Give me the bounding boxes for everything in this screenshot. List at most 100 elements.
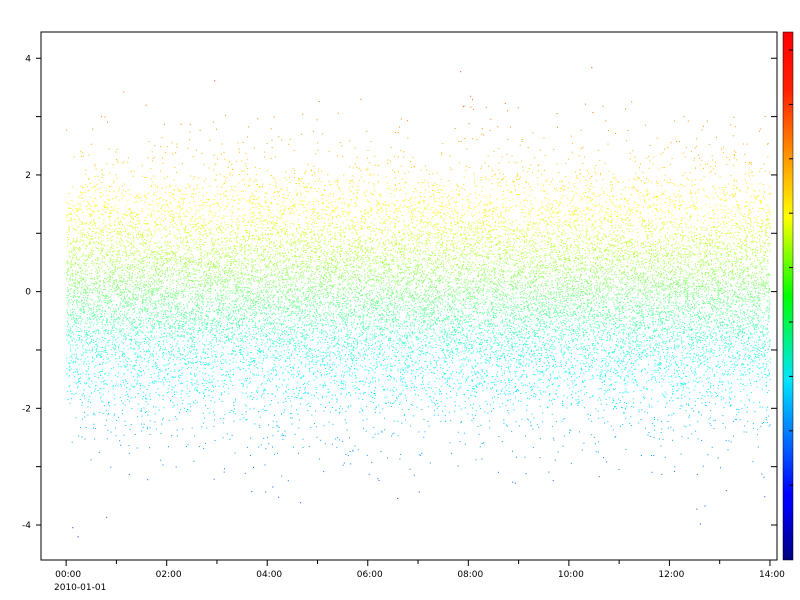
data-point bbox=[201, 259, 202, 260]
data-point bbox=[71, 274, 72, 275]
data-point bbox=[159, 272, 160, 273]
data-point bbox=[177, 316, 178, 317]
data-point bbox=[72, 332, 73, 333]
data-point bbox=[184, 335, 185, 336]
data-point bbox=[193, 156, 194, 157]
data-point bbox=[149, 262, 150, 263]
data-point bbox=[205, 323, 206, 324]
data-point bbox=[109, 405, 110, 406]
data-point bbox=[207, 353, 208, 354]
data-point bbox=[166, 335, 167, 336]
data-point bbox=[225, 286, 226, 287]
data-point bbox=[96, 344, 97, 345]
data-point bbox=[68, 207, 69, 208]
data-point bbox=[211, 221, 212, 222]
data-point bbox=[194, 189, 195, 190]
data-point bbox=[200, 330, 201, 331]
data-point bbox=[97, 311, 98, 312]
data-point bbox=[94, 315, 95, 316]
data-point bbox=[95, 190, 96, 191]
data-point bbox=[70, 296, 71, 297]
data-point bbox=[146, 177, 147, 178]
data-point bbox=[167, 210, 168, 211]
data-point bbox=[136, 297, 137, 298]
data-point bbox=[74, 250, 75, 251]
data-point bbox=[88, 191, 89, 192]
data-point bbox=[119, 228, 120, 229]
data-point bbox=[67, 303, 68, 304]
data-point bbox=[151, 299, 152, 300]
data-point bbox=[181, 124, 182, 125]
data-point bbox=[167, 374, 168, 375]
data-point bbox=[150, 286, 151, 287]
data-point bbox=[179, 272, 180, 273]
data-point bbox=[164, 298, 165, 299]
data-point bbox=[184, 345, 185, 346]
data-point bbox=[220, 418, 221, 419]
data-point bbox=[108, 303, 109, 304]
data-point bbox=[212, 310, 213, 311]
data-point bbox=[168, 316, 169, 317]
data-point bbox=[141, 211, 142, 212]
data-point bbox=[178, 349, 179, 350]
data-point bbox=[193, 310, 194, 311]
data-point bbox=[84, 279, 85, 280]
data-point bbox=[208, 290, 209, 291]
data-point bbox=[67, 322, 68, 323]
data-point bbox=[140, 330, 141, 331]
data-point bbox=[167, 288, 168, 289]
data-point bbox=[116, 332, 117, 333]
data-point bbox=[163, 399, 164, 400]
data-point bbox=[208, 357, 209, 358]
data-point bbox=[126, 240, 127, 241]
data-point bbox=[133, 236, 134, 237]
data-point bbox=[150, 275, 151, 276]
data-point bbox=[72, 225, 73, 226]
data-point bbox=[109, 340, 110, 341]
data-point bbox=[214, 440, 215, 441]
data-point bbox=[183, 278, 184, 279]
data-point bbox=[185, 228, 186, 229]
data-point bbox=[172, 346, 173, 347]
data-point bbox=[192, 301, 193, 302]
data-point bbox=[99, 306, 100, 307]
data-point bbox=[102, 173, 103, 174]
data-point bbox=[69, 366, 70, 367]
data-point bbox=[90, 289, 91, 290]
data-point bbox=[200, 246, 201, 247]
data-point bbox=[201, 356, 202, 357]
data-point bbox=[221, 331, 222, 332]
data-point bbox=[178, 292, 179, 293]
data-point bbox=[175, 296, 176, 297]
data-point bbox=[121, 294, 122, 295]
data-point bbox=[114, 300, 115, 301]
data-point bbox=[224, 327, 225, 328]
data-point bbox=[219, 329, 220, 330]
data-point bbox=[82, 419, 83, 420]
data-point bbox=[162, 353, 163, 354]
data-point bbox=[153, 252, 154, 253]
data-point bbox=[174, 364, 175, 365]
data-point bbox=[151, 336, 152, 337]
data-point bbox=[182, 403, 183, 404]
data-point bbox=[145, 197, 146, 198]
data-point bbox=[136, 362, 137, 363]
data-point bbox=[144, 284, 145, 285]
data-point bbox=[149, 246, 150, 247]
data-point bbox=[108, 291, 109, 292]
data-point bbox=[124, 162, 125, 163]
data-point bbox=[92, 350, 93, 351]
data-point bbox=[214, 335, 215, 336]
data-point bbox=[101, 341, 102, 342]
data-point bbox=[82, 284, 83, 285]
data-point bbox=[165, 152, 166, 153]
data-point bbox=[207, 280, 208, 281]
data-point bbox=[79, 218, 80, 219]
data-point bbox=[74, 219, 75, 220]
data-point bbox=[129, 474, 130, 475]
data-point bbox=[101, 214, 102, 215]
data-point bbox=[154, 328, 155, 329]
data-point bbox=[215, 297, 216, 298]
data-point bbox=[155, 362, 156, 363]
data-point bbox=[213, 301, 214, 302]
